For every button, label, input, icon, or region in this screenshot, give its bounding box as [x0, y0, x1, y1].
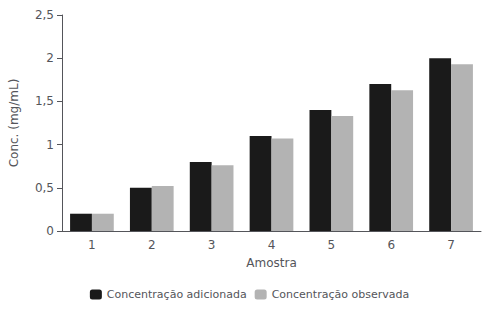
svg-text:Concentração adicionada: Concentração adicionada [107, 288, 247, 301]
svg-text:1: 1 [88, 238, 96, 252]
svg-text:1,5: 1,5 [35, 94, 54, 108]
svg-text:2: 2 [148, 238, 156, 252]
svg-text:2,5: 2,5 [35, 8, 54, 22]
svg-text:Amostra: Amostra [246, 256, 296, 270]
svg-text:4: 4 [268, 238, 276, 252]
svg-text:2: 2 [46, 51, 54, 65]
svg-text:7: 7 [447, 238, 455, 252]
svg-text:0: 0 [46, 224, 54, 238]
svg-text:0,5: 0,5 [35, 181, 54, 195]
svg-text:1: 1 [46, 138, 54, 152]
svg-text:6: 6 [387, 238, 395, 252]
svg-text:Conc. (mg/mL): Conc. (mg/mL) [7, 79, 21, 168]
svg-text:5: 5 [328, 238, 336, 252]
svg-text:3: 3 [208, 238, 216, 252]
svg-text:Concentração observada: Concentração observada [272, 288, 409, 301]
